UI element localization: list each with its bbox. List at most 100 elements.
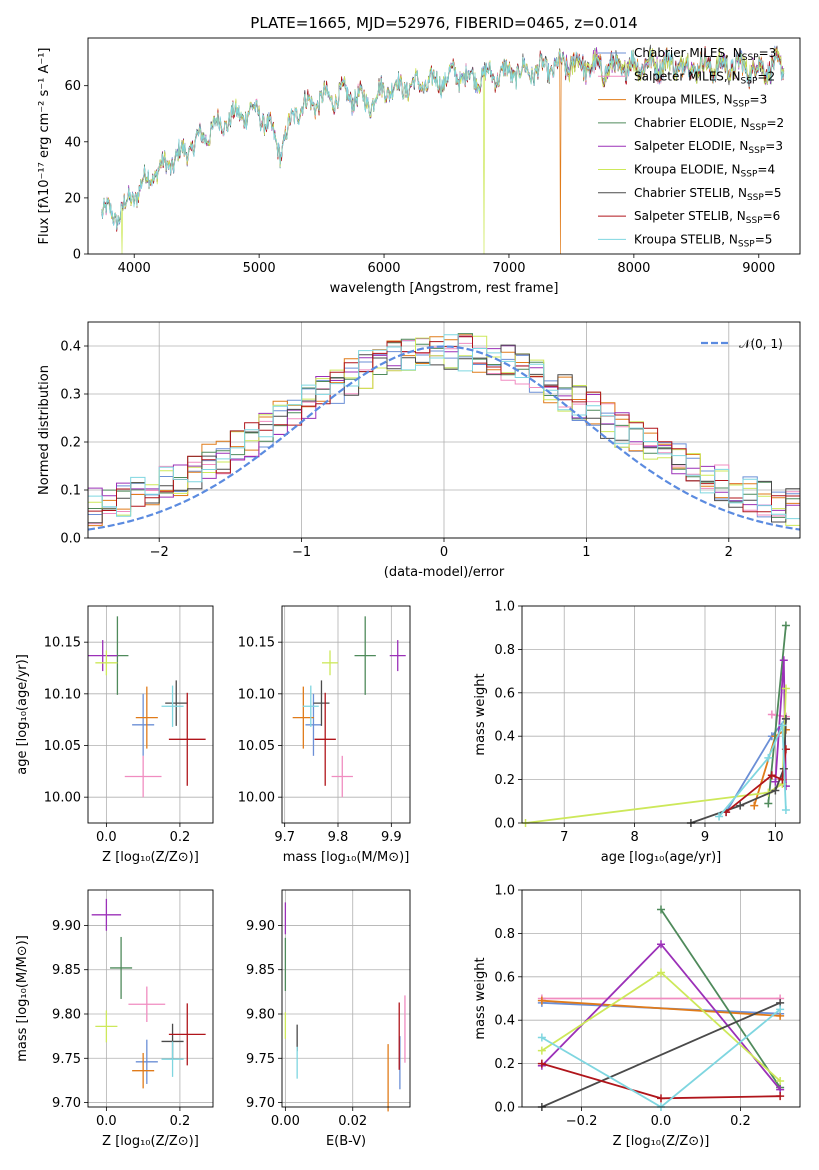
x-axis-label: mass [log₁₀(M/M⊙)] (283, 850, 410, 865)
x-tick-label: 4000 (118, 261, 151, 276)
series-marker (781, 805, 790, 814)
y-tick-label: 0.0 (494, 1101, 515, 1116)
data-point (165, 680, 188, 726)
x-axis-label: wavelength [Angstrom, rest frame] (330, 281, 559, 296)
series-marker (750, 801, 759, 810)
series-line (541, 1001, 781, 1107)
x-axis-label: age [log₁₀(age/yr)] (601, 850, 722, 865)
y-tick-label: 20 (64, 191, 81, 206)
series-line (718, 725, 787, 818)
y-tick-label: 0.2 (494, 1057, 515, 1072)
x-tick-label: 9.8 (328, 830, 349, 845)
y-tick-label: 10.05 (238, 739, 275, 754)
y-tick-label: 9.85 (52, 963, 81, 978)
legend-entry: Kroupa MILES, NSSP=3 (634, 93, 767, 110)
y-tick-label: 0.4 (494, 730, 515, 745)
data-point (95, 650, 118, 676)
y-tick-label: 0.6 (494, 686, 515, 701)
data-point (305, 693, 322, 756)
panel-6: 0.00 0.02 9.70 9.75 9.80 9.85 9.90 E(B-V) (246, 889, 411, 1149)
data-point (128, 986, 166, 1022)
y-tick-label: 0.4 (494, 1014, 515, 1029)
x-tick-label: 9000 (742, 261, 775, 276)
data-point (95, 1010, 118, 1043)
chart-title: PLATE=1665, MJD=52976, FIBERID=0465, z=0… (250, 14, 637, 32)
series-marker (781, 621, 790, 630)
series-marker (537, 996, 546, 1005)
data-point (88, 640, 118, 672)
x-tick-label: 2 (725, 545, 733, 560)
panel-4: 7 8 9 10 0.0 0.2 0.4 0.6 0.8 1.0 age [log₁₀(age/yr… (473, 600, 801, 865)
data-point (331, 755, 353, 798)
y-tick-label: 9.75 (246, 1052, 275, 1067)
axes-frame (87, 889, 214, 1108)
x-tick-label: 1 (582, 545, 590, 560)
x-axis-label: Z [log₁₀(Z/Z⊙)] (102, 850, 199, 865)
y-tick-label: 9.80 (246, 1008, 275, 1023)
legend-entry: Salpeter ELODIE, NSSP=3 (634, 139, 783, 156)
y-tick-label: 1.0 (494, 600, 515, 615)
y-axis-label: mass weight (473, 957, 488, 1039)
y-tick-label: 9.90 (52, 919, 81, 934)
series-marker (657, 905, 665, 914)
data-point (313, 680, 330, 726)
y-axis-label: mass weight (473, 673, 488, 755)
y-tick-label: 9.75 (52, 1052, 81, 1067)
panel-3: 9.7 9.8 9.9 10.00 10.05 10.10 10.15 mass [log₁₀… (238, 605, 411, 865)
y-tick-label: 0.2 (60, 436, 81, 451)
series-marker (537, 1033, 546, 1042)
series-marker (776, 1076, 785, 1085)
y-tick-label: 10.15 (238, 636, 275, 651)
data-point (161, 685, 184, 727)
y-tick-label: 9.80 (52, 1008, 81, 1023)
legend-entry: Chabrier ELODIE, NSSP=2 (634, 116, 784, 133)
panel-1: −2 −1 0 1 2 0.0 0.1 0.2 0.3 0.4 (data-model)/error… (37, 321, 801, 580)
x-axis-label: Z [log₁₀(Z/Z⊙)] (102, 1134, 199, 1149)
axes-frame (521, 889, 801, 1108)
axes-frame (521, 605, 801, 824)
series-marker (657, 968, 665, 977)
y-tick-label: 0.2 (494, 773, 515, 788)
x-tick-label: 0.00 (271, 1114, 300, 1129)
axes-frame (281, 605, 411, 824)
series-marker (781, 714, 790, 723)
x-tick-label: 0.2 (170, 830, 191, 845)
panel-5: 0.0 0.2 9.70 9.75 9.80 9.85 9.90 Z [log₁₀(Z/Z⊙)… (15, 889, 214, 1149)
series-marker (715, 812, 724, 821)
x-axis-label: E(B-V) (326, 1134, 366, 1149)
y-tick-label: 0.1 (60, 484, 81, 499)
y-tick-label: 9.70 (52, 1096, 81, 1111)
series-line (541, 999, 781, 1017)
x-axis-label: (data-model)/error (384, 565, 505, 580)
histogram-step (88, 334, 800, 520)
y-axis-label: mass [log₁₀(M/M⊙)] (15, 935, 30, 1062)
x-tick-label: 0.2 (170, 1114, 191, 1129)
y-tick-label: 10.00 (238, 791, 275, 806)
data-point (302, 685, 319, 727)
x-tick-label: 0.0 (96, 1114, 117, 1129)
panel-7: −0.2 0.0 0.2 0.0 0.2 0.4 0.6 0.8 1.0 Z [log₁₀(Z/Z… (473, 884, 801, 1149)
data-point (168, 1003, 206, 1066)
series-marker (736, 801, 745, 810)
data-point (135, 1039, 158, 1084)
y-tick-label: 0.0 (60, 532, 81, 547)
data-point (124, 755, 162, 798)
y-tick-label: 0.0 (494, 817, 515, 832)
x-tick-label: 7000 (492, 261, 525, 276)
series-marker (537, 1059, 546, 1068)
y-tick-label: 10.00 (44, 791, 81, 806)
axes-frame (87, 321, 801, 539)
x-axis-label: Z [log₁₀(Z/Z⊙)] (613, 1134, 710, 1149)
series-marker (657, 940, 665, 949)
x-tick-label: −0.2 (566, 1114, 598, 1129)
y-tick-label: 0 (73, 248, 81, 263)
x-tick-label: 8000 (617, 261, 650, 276)
y-tick-label: 60 (64, 79, 81, 94)
series-marker (764, 753, 773, 762)
x-tick-label: 0.0 (96, 830, 117, 845)
panel-0: 4000 5000 6000 7000 8000 9000 0 20 40 60 PLATE=166… (37, 14, 801, 296)
panel-2: 0.0 0.2 10.00 10.05 10.10 10.15 Z [log₁₀(Z/Z⊙)… (15, 605, 214, 865)
y-tick-label: 9.90 (246, 919, 275, 934)
legend-entry: Salpeter STELIB, NSSP=6 (634, 209, 780, 226)
x-tick-label: 7 (560, 830, 568, 845)
